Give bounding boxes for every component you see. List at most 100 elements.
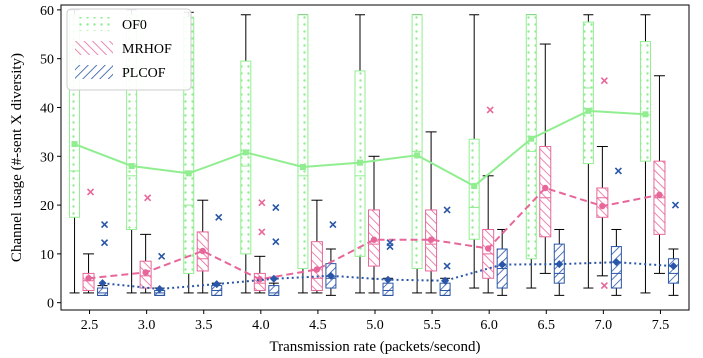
mrhof-outlier-6.0-0	[486, 106, 494, 114]
plcof-box-4.0	[268, 285, 280, 296]
of0-mean-marker-2.5	[71, 141, 78, 148]
of0-box-7.5	[639, 41, 651, 162]
plcof-outlier-7.0-0	[614, 167, 622, 175]
mrhof-legend-swatch	[75, 41, 113, 55]
plcof-box-5.0	[382, 282, 394, 296]
y-tick-label-30: 30	[40, 150, 54, 165]
mrhof-mean-marker-6.5	[542, 184, 549, 192]
x-axis-label: Transmission rate (packets/second)	[269, 339, 480, 355]
mrhof-mean-marker-2.5	[85, 275, 92, 282]
y-tick-label-10: 10	[40, 248, 54, 263]
x-tick-label-3.0: 3.0	[138, 318, 156, 333]
y-tick-label-40: 40	[40, 101, 54, 116]
of0-mean-marker-5.0	[357, 159, 363, 166]
mrhof-outlier-7.0-0	[600, 77, 608, 85]
mrhof-legend-label: MRHOF	[122, 42, 172, 57]
of0-box-4.0	[240, 60, 252, 255]
plcof-mean-marker-3.5	[212, 280, 221, 289]
plcof-box-5.5	[439, 282, 451, 296]
plcof-legend-label: PLCOF	[122, 66, 166, 81]
mrhof-box-4.5	[310, 241, 323, 291]
mrhof-outlier-2.5-0	[86, 188, 95, 196]
mrhof-box-7.0	[596, 187, 609, 218]
of0-box-7.0	[582, 21, 594, 165]
plcof-mean-marker-2.5	[98, 279, 107, 288]
of0-legend-swatch	[75, 17, 113, 31]
mrhof-mean-marker-7.0	[599, 202, 606, 210]
mrhof-mean-marker-6.0	[484, 245, 492, 252]
x-tick-label-7.5: 7.5	[652, 318, 670, 333]
mrhof-box-2.5	[82, 272, 95, 291]
plcof-mean-marker-4.5	[326, 271, 335, 280]
axes-layer: 0 10 20 30 40 50 60 2.5 3.0 3.5 4.0 4.5 5.0 5.5 6.0 6.5…	[9, 4, 690, 355]
of0-mean-marker-4.5	[299, 164, 306, 171]
plcof-mean-marker-3.0	[155, 285, 164, 294]
plcof-legend-swatch	[75, 65, 113, 79]
plcof-outlier-3.0-0	[158, 252, 166, 260]
mrhof-mean-marker-4.5	[313, 266, 321, 273]
x-tick-label-4.0: 4.0	[252, 318, 270, 333]
plcof-box-2.5	[97, 287, 109, 296]
plcof-outlier-4.0-1	[272, 238, 280, 246]
legend: OF0 MRHOF PLCOF	[66, 8, 192, 91]
of0-mean-marker-4.0	[242, 149, 249, 156]
plcof-outlier-4.5-0	[329, 221, 337, 229]
x-tick-label-6.5: 6.5	[538, 318, 556, 333]
x-tick-label-4.5: 4.5	[309, 318, 327, 333]
plcof-outlier-5.5-1	[443, 262, 451, 270]
mrhof-outlier-7.0-1	[600, 282, 608, 290]
mrhof-outlier-4.0-0	[258, 199, 266, 207]
x-tick-label-5.0: 5.0	[366, 318, 384, 333]
mrhof-mean-marker-5.0	[370, 236, 378, 243]
of0-box-6.0	[468, 138, 480, 240]
plcof-mean-marker-5.5	[441, 276, 450, 285]
mrhof-box-6.5	[539, 146, 552, 238]
x-tick-label-2.5: 2.5	[81, 318, 99, 333]
plcof-outlier-3.5-0	[215, 213, 223, 221]
y-tick-label-20: 20	[40, 199, 54, 214]
of0-mean-marker-3.0	[128, 163, 135, 170]
mrhof-outlier-4.0-1	[258, 228, 266, 236]
of0-box-4.5	[297, 14, 309, 270]
plcof-mean-marker-4.0	[269, 274, 278, 283]
plcof-mean-marker-7.5	[669, 262, 678, 271]
of0-mean-marker-7.0	[585, 107, 592, 114]
y-axis-label: Channel usage (#-sent X diversity)	[9, 53, 25, 262]
plcof-outlier-7.5-0	[671, 201, 680, 209]
of0-legend-label: OF0	[122, 18, 147, 33]
of0-mean-marker-6.5	[528, 135, 535, 142]
plcof-mean-marker-7.0	[612, 258, 621, 267]
fliers-layer	[86, 77, 680, 290]
mrhof-mean-marker-7.5	[656, 191, 663, 199]
mrhof-outlier-3.0-0	[144, 194, 152, 202]
y-tick-label-0: 0	[47, 297, 54, 312]
plcof-outlier-2.5-0	[100, 221, 109, 229]
of0-box-5.5	[411, 14, 423, 270]
means-layer	[71, 107, 678, 294]
mrhof-mean-marker-3.0	[142, 269, 149, 276]
x-tick-label-7.0: 7.0	[595, 318, 613, 333]
of0-mean-marker-3.5	[185, 170, 192, 177]
y-tick-label-60: 60	[40, 4, 54, 19]
x-tick-label-3.5: 3.5	[195, 318, 213, 333]
y-tick-label-50: 50	[40, 53, 54, 68]
plcof-outlier-5.0-1	[386, 239, 394, 247]
plcof-outlier-5.5-0	[443, 206, 451, 214]
plcof-mean-marker-6.0	[498, 260, 507, 269]
mrhof-mean-marker-5.5	[427, 236, 435, 243]
plcof-outlier-2.5-1	[100, 239, 109, 247]
plcof-box-7.5	[667, 258, 679, 284]
mrhof-mean-line	[88, 186, 660, 281]
of0-mean-marker-5.5	[414, 152, 421, 159]
x-tick-label-6.0: 6.0	[480, 318, 498, 333]
plcof-box-7.0	[610, 246, 622, 289]
of0-mean-marker-7.5	[642, 111, 649, 118]
x-tick-label-5.5: 5.5	[423, 318, 441, 333]
plcof-mean-marker-6.5	[555, 260, 564, 269]
plcof-mean-marker-5.0	[384, 275, 392, 284]
plcof-outlier-4.0-0	[272, 203, 280, 212]
of0-mean-marker-6.0	[471, 183, 478, 190]
mrhof-mean-marker-3.5	[199, 247, 206, 255]
